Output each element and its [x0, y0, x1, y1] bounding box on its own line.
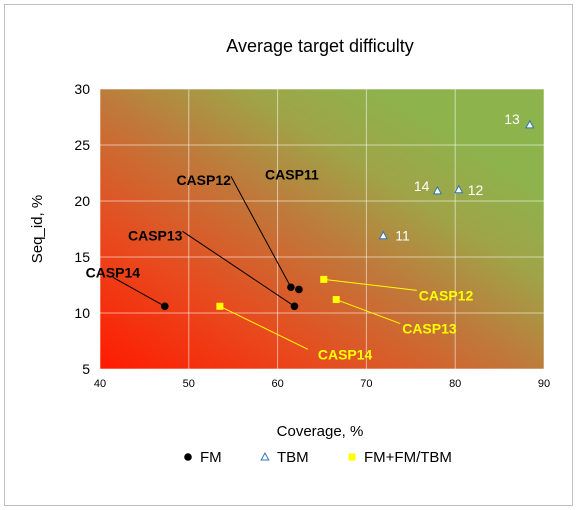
legend-marker-tbm: [260, 451, 270, 461]
data-points: [161, 119, 535, 311]
leader-line: [323, 278, 417, 291]
point-label: CASP11: [265, 166, 319, 182]
chart-title: Average target difficulty: [226, 36, 413, 56]
fm-point: [295, 285, 303, 294]
point-label: CASP14: [86, 264, 141, 280]
y-tick-label: 25: [74, 137, 90, 153]
point-label: CASP12: [176, 172, 231, 188]
point-label: 13: [504, 111, 520, 127]
tbm-point: [525, 119, 535, 129]
leader-line: [112, 276, 166, 307]
point-label: CASP14: [318, 346, 373, 362]
fm-point: [290, 302, 299, 311]
gridlines: [99, 88, 545, 370]
y-axis-label: Seq_id, %: [29, 195, 46, 263]
x-axis-label: Coverage, %: [277, 423, 364, 440]
x-tick-label: 50: [183, 378, 195, 390]
x-tick-label: 70: [360, 378, 372, 390]
x-tick-label: 40: [94, 378, 106, 390]
tbm-point: [378, 230, 388, 240]
x-tick-label: 60: [271, 378, 283, 390]
legend-marker-fm: [184, 453, 192, 461]
y-tick-label: 20: [74, 193, 90, 209]
fm-point: [287, 283, 295, 292]
legend-label: FM: [200, 449, 222, 466]
y-tick-label: 5: [82, 361, 90, 377]
fm-fmtbm-point: [332, 296, 340, 304]
x-tick-label: 90: [538, 378, 550, 390]
tick-labels: 40 50 60 70 80 90 5 10 15 20 25 30: [74, 81, 550, 390]
point-label: CASP13: [402, 321, 457, 337]
point-label: 11: [395, 228, 410, 244]
legend-label: TBM: [277, 449, 309, 466]
tbm-point: [432, 185, 443, 195]
legend-marker-fm-fmtbm: [348, 453, 356, 461]
x-tick-label: 80: [449, 378, 461, 390]
y-tick-label: 15: [74, 249, 90, 265]
y-tick-label: 10: [74, 305, 90, 321]
point-labels: CASP14 CASP13 CASP12 CASP11 11 12 13 14 CASP12 CA…: [86, 111, 520, 362]
fm-fmtbm-point: [216, 302, 224, 310]
plot-area: [100, 89, 544, 369]
legend: FM TBM FM+FM/TBM: [184, 449, 452, 466]
point-label: 12: [468, 182, 484, 198]
leader-line: [219, 305, 309, 350]
tbm-point: [454, 184, 464, 194]
point-label: CASP12: [419, 287, 474, 303]
point-label: CASP13: [128, 227, 183, 243]
fm-fmtbm-point: [320, 275, 328, 283]
leader-line: [230, 176, 292, 288]
leader-line: [336, 299, 401, 325]
y-tick-label: 30: [74, 81, 90, 97]
leader-line: [182, 230, 295, 307]
point-label: 14: [414, 178, 430, 194]
fm-point: [161, 302, 169, 311]
legend-label: FM+FM/TBM: [364, 449, 452, 466]
leader-lines: [112, 176, 417, 350]
